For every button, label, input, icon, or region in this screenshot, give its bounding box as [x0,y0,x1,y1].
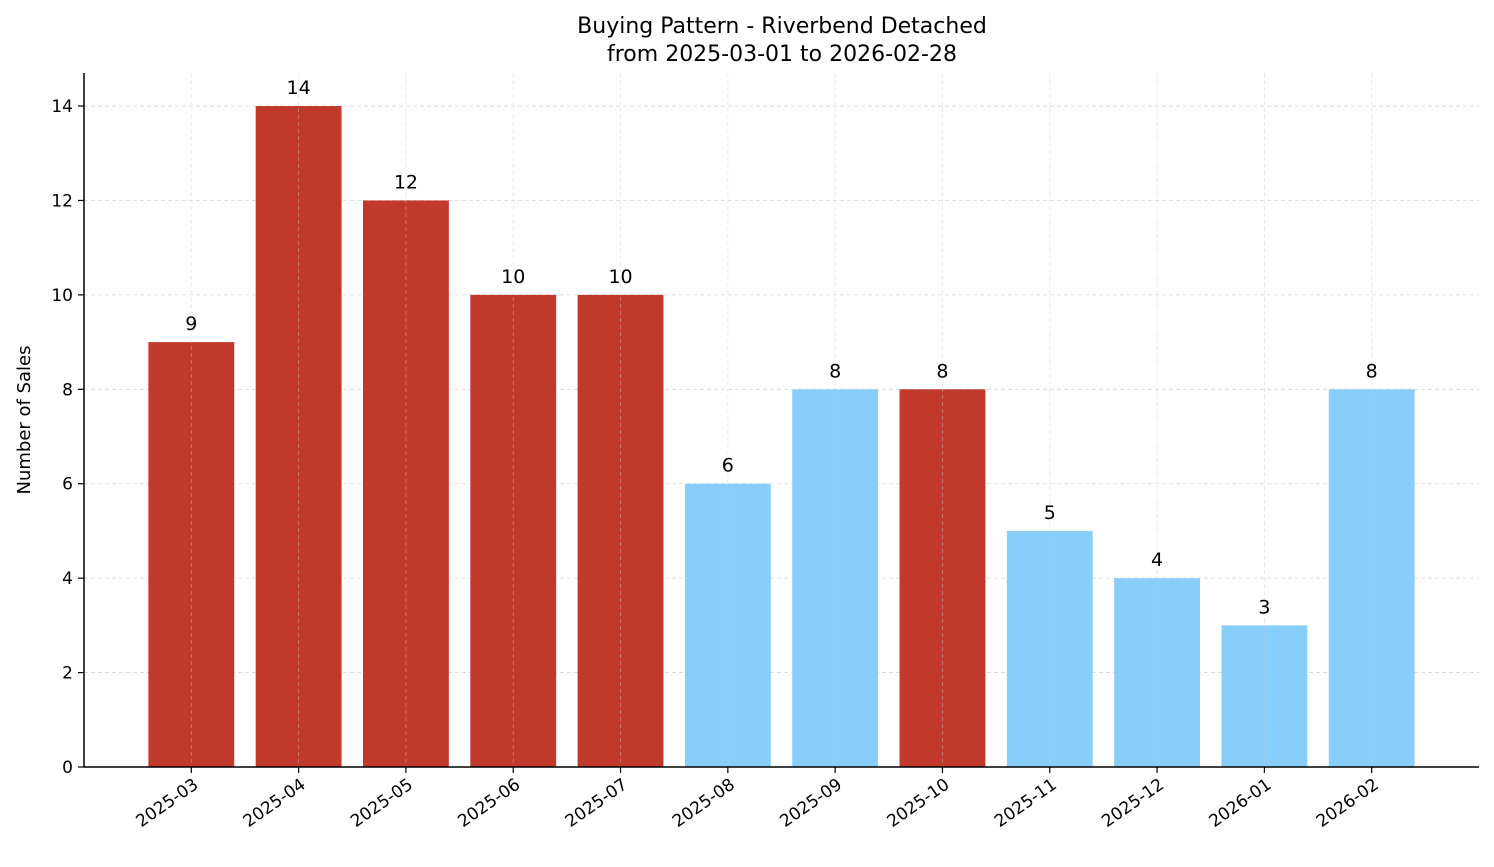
x-tick-label: 2025-07 [562,775,632,832]
x-tick-label: 2025-06 [454,775,524,832]
x-tick-label: 2025-10 [884,775,954,832]
x-tick-label: 2026-01 [1206,775,1276,832]
data-label: 9 [185,313,197,335]
chart-title: Buying Pattern - Riverbend Detached [577,14,987,39]
bars [148,106,1415,768]
x-tick-label: 2025-08 [669,775,739,832]
bar-2025-04 [255,106,342,768]
data-label: 8 [936,360,948,382]
data-label: 8 [829,360,841,382]
y-tick-label: 14 [51,97,73,117]
x-tick-label: 2025-11 [991,775,1061,832]
x-tick-label: 2025-12 [1098,775,1168,832]
y-axis-label: Number of Sales [14,345,35,494]
data-label: 4 [1151,549,1163,571]
grid-vertical [190,73,1373,767]
data-label: 14 [287,77,311,99]
chart-subtitle: from 2025-03-01 to 2026-02-28 [607,42,957,67]
y-tick-label: 0 [62,758,73,778]
y-tick-label: 8 [62,380,73,400]
y-tick-label: 4 [62,569,73,589]
data-label: 8 [1366,360,1378,382]
data-label: 10 [608,266,632,288]
x-tick-label: 2025-03 [133,775,203,832]
y-tick-label: 10 [51,286,73,306]
y-tick-label: 2 [62,664,73,684]
x-tick-label: 2026-02 [1313,775,1383,832]
bar-2025-12 [1114,578,1200,767]
x-tick-label: 2025-04 [240,775,310,832]
x-tick-label: 2025-05 [347,775,417,832]
data-label: 3 [1258,596,1270,618]
data-label: 10 [501,266,525,288]
data-label: 12 [394,171,418,193]
bar-2025-05 [363,200,449,768]
y-tick-label: 6 [62,475,73,495]
data-labels: 9 14 12 10 10 6 8 8 5 4 3 8 [185,77,1377,618]
data-label: 6 [722,455,734,477]
x-tick-label: 2025-09 [776,775,846,832]
y-tick-label: 12 [51,191,73,211]
data-label: 5 [1044,502,1056,524]
